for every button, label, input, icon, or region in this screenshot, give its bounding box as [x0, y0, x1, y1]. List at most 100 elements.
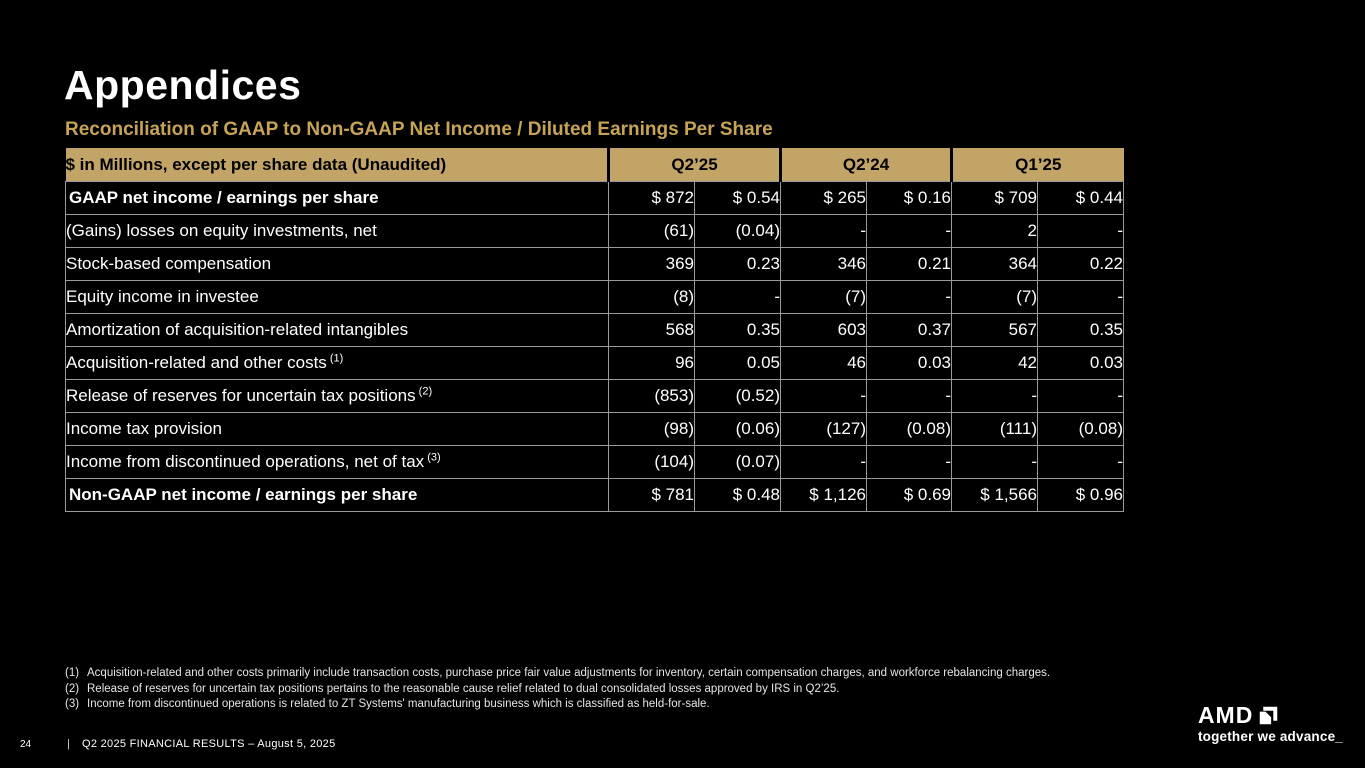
amd-logo: AMD [1198, 703, 1343, 727]
table-row: Acquisition-related and other costs (1) 9… [65, 346, 1124, 380]
table-header-period-q225: Q2’25 [607, 148, 781, 182]
value-cell: 0.03 [866, 346, 952, 380]
footnote: (1) Acquisition-related and other costs p… [65, 666, 1050, 682]
footer-separator: | [67, 738, 70, 750]
value-cell: (7) [780, 280, 867, 314]
value-cell: - [1037, 214, 1124, 248]
value-cell: 364 [951, 247, 1038, 281]
value-cell: - [1037, 379, 1124, 413]
value-cell: 96 [608, 346, 695, 380]
table-row: (Gains) losses on equity investments, ne… [65, 214, 1124, 248]
value-cell: (0.52) [694, 379, 781, 413]
value-cell: (0.08) [1037, 412, 1124, 446]
amd-wordmark: AMD [1197, 702, 1254, 728]
footnote-text: Income from discontinued operations is r… [87, 698, 710, 710]
value-cell: - [1037, 445, 1124, 479]
row-label: GAAP net income / earnings per share [65, 181, 609, 215]
slide-subtitle: Reconciliation of GAAP to Non-GAAP Net I… [65, 119, 773, 140]
amd-arrow-icon [1260, 706, 1278, 724]
value-cell: $ 0.16 [866, 181, 952, 215]
row-label: Amortization of acquisition-related inta… [65, 313, 609, 347]
value-cell: $ 0.54 [694, 181, 781, 215]
page-number: 24 [20, 739, 32, 750]
value-cell: - [780, 214, 867, 248]
value-cell: (8) [608, 280, 695, 314]
row-label: Income from discontinued operations, net… [65, 445, 609, 479]
value-cell: - [951, 379, 1038, 413]
table-row: Amortization of acquisition-related inta… [65, 313, 1124, 347]
value-cell: 46 [780, 346, 867, 380]
value-cell: $ 0.48 [694, 478, 781, 512]
footer-label: Q2 2025 FINANCIAL RESULTS – August 5, 20… [81, 738, 336, 750]
footnotes: (1) Acquisition-related and other costs p… [65, 666, 1050, 713]
value-cell: - [866, 379, 952, 413]
value-cell: $ 1,566 [951, 478, 1038, 512]
value-cell: $ 0.44 [1037, 181, 1124, 215]
value-cell: (853) [608, 379, 695, 413]
value-cell: - [951, 445, 1038, 479]
value-cell: (98) [608, 412, 695, 446]
value-cell: (104) [608, 445, 695, 479]
value-cell: 603 [780, 313, 867, 347]
row-label: Equity income in investee [65, 280, 609, 314]
value-cell: (0.04) [694, 214, 781, 248]
table-header-period-q125: Q1’25 [950, 148, 1124, 182]
value-cell: (61) [608, 214, 695, 248]
footnote-text: Acquisition-related and other costs prim… [87, 667, 1051, 679]
row-label: Release of reserves for uncertain tax po… [65, 379, 609, 413]
table-header-period-q224: Q2’24 [779, 148, 952, 182]
value-cell: $ 781 [608, 478, 695, 512]
reconciliation-table: $ in Millions, except per share data (Un… [65, 148, 1124, 512]
footnote: (3) Income from discontinued operations i… [65, 697, 1050, 713]
footnote-ref: (3) [424, 451, 441, 464]
value-cell: (127) [780, 412, 867, 446]
row-label: Acquisition-related and other costs (1) [65, 346, 609, 380]
footnote-ref: (1) [326, 352, 344, 365]
table-row: GAAP net income / earnings per share $ 87… [65, 181, 1124, 215]
value-cell: 0.05 [694, 346, 781, 380]
table-row: Income tax provision (98) (0.06) (127) (0.08… [65, 412, 1124, 446]
value-cell: (0.06) [694, 412, 781, 446]
value-cell: 0.35 [1037, 313, 1124, 347]
footnote-marker: (2) [65, 682, 80, 695]
value-cell: - [780, 445, 867, 479]
value-cell: 0.21 [866, 247, 952, 281]
footnote-marker: (3) [65, 698, 80, 710]
value-cell: - [1037, 280, 1124, 314]
row-label: (Gains) losses on equity investments, ne… [65, 214, 609, 248]
row-label: Income tax provision [65, 412, 609, 446]
value-cell: (7) [951, 280, 1038, 314]
brand-block: AMD together we advance_ [1198, 703, 1343, 744]
value-cell: - [694, 280, 781, 314]
value-cell: 346 [780, 247, 867, 281]
table-row: Equity income in investee (8) - (7) - (7) - [65, 280, 1124, 314]
value-cell: $ 265 [780, 181, 867, 215]
footnote-marker: (1) [65, 667, 80, 679]
value-cell: 42 [951, 346, 1038, 380]
value-cell: 0.37 [866, 313, 952, 347]
footnote: (2) Release of reserves for uncertain tax… [65, 682, 1050, 698]
value-cell: 0.23 [694, 247, 781, 281]
value-cell: $ 709 [951, 181, 1038, 215]
table-row: Non-GAAP net income / earnings per share… [65, 478, 1124, 512]
table-header-row: $ in Millions, except per share data (Un… [65, 148, 1124, 182]
value-cell: 568 [608, 313, 695, 347]
value-cell: - [866, 214, 952, 248]
row-label: Stock-based compensation [65, 247, 609, 281]
value-cell: (0.07) [694, 445, 781, 479]
value-cell: 0.03 [1037, 346, 1124, 380]
value-cell: - [866, 445, 952, 479]
table-row: Income from discontinued operations, net… [65, 445, 1124, 479]
value-cell: 369 [608, 247, 695, 281]
value-cell: 0.35 [694, 313, 781, 347]
table-row: Release of reserves for uncertain tax po… [65, 379, 1124, 413]
value-cell: $ 0.96 [1037, 478, 1124, 512]
value-cell: 2 [951, 214, 1038, 248]
amd-tagline: together we advance_ [1197, 729, 1343, 744]
value-cell: 0.22 [1037, 247, 1124, 281]
value-cell: $ 1,126 [780, 478, 867, 512]
footnote-text: Release of reserves for uncertain tax po… [87, 682, 840, 695]
footer: 24 | Q2 2025 FINANCIAL RESULTS – August … [20, 738, 336, 750]
page-title: Appendices [64, 62, 302, 108]
